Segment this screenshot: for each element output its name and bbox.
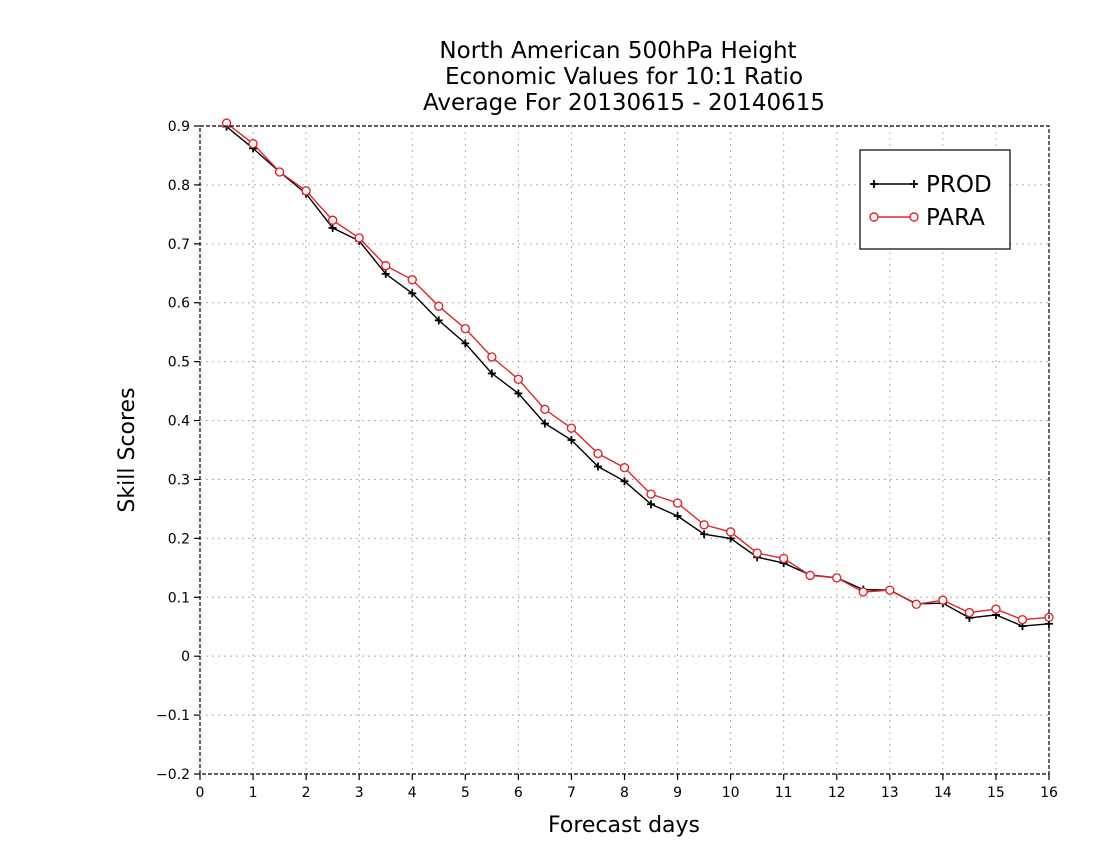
- point-para: [407, 275, 417, 285]
- x-tick-label: 11: [775, 785, 793, 801]
- legend-marker-prod: [870, 180, 878, 188]
- point-prod: [434, 316, 443, 325]
- x-axis-label: Forecast days: [548, 813, 700, 838]
- point-para: [381, 260, 391, 271]
- y-tick-label: 0.7: [168, 237, 190, 253]
- legend-marker-para: [909, 212, 919, 222]
- y-tick-label: −0.1: [156, 708, 190, 724]
- x-tick-labels: 0 1 2 3 4 5 6 7 8 9 10 11 12 13 14 15 16: [196, 785, 1058, 801]
- legend-box: [859, 149, 1011, 250]
- legend-marker-prod: [910, 180, 918, 188]
- point-prod: [328, 223, 337, 232]
- series-para: [221, 118, 1054, 625]
- point-para: [991, 604, 1001, 614]
- point-para: [221, 118, 232, 128]
- point-para: [513, 374, 524, 385]
- legend-item-para: PARA: [869, 205, 985, 231]
- point-prod: [540, 419, 549, 428]
- point-para: [301, 186, 311, 196]
- y-tick-label: 0.8: [168, 178, 190, 194]
- y-tick-label: −0.2: [156, 767, 190, 783]
- point-para: [699, 520, 709, 530]
- point-prod: [408, 289, 417, 298]
- axis-ticks: [194, 125, 1050, 780]
- y-tick-label: 0: [181, 649, 190, 665]
- point-prod: [514, 389, 523, 398]
- point-prod: [461, 339, 470, 348]
- point-para: [593, 448, 603, 459]
- point-para: [672, 498, 683, 508]
- point-para: [964, 607, 975, 618]
- x-tick-label: 8: [620, 785, 629, 801]
- x-tick-label: 10: [722, 785, 740, 801]
- x-tick-label: 12: [828, 785, 846, 801]
- x-tick-label: 9: [673, 785, 682, 801]
- title-line-2: Economic Values for 10:1 Ratio: [445, 64, 803, 90]
- point-para: [778, 553, 789, 564]
- legend-label-para: PARA: [926, 205, 985, 231]
- legend-item-prod: PROD: [870, 172, 992, 198]
- point-para: [460, 323, 471, 334]
- y-tick-label: 0.5: [168, 355, 190, 371]
- point-prod: [647, 500, 656, 509]
- point-para: [566, 423, 577, 433]
- y-tick-label: 0.9: [168, 119, 190, 135]
- point-prod: [673, 511, 682, 520]
- x-tick-label: 2: [302, 785, 311, 801]
- point-para: [354, 233, 364, 243]
- point-para: [487, 352, 497, 362]
- point-para: [619, 462, 630, 473]
- legend-label-prod: PROD: [926, 172, 992, 198]
- series-lines: [221, 118, 1054, 631]
- point-prod: [700, 530, 709, 539]
- point-para: [911, 599, 922, 610]
- point-para: [540, 404, 550, 415]
- point-para: [646, 489, 656, 499]
- chart-title: North American 500hPa Height Economic Va…: [423, 38, 825, 116]
- title-line-3: Average For 20130615 - 20140615: [423, 90, 825, 116]
- point-prod: [593, 462, 602, 471]
- x-tick-label: 5: [461, 785, 470, 801]
- point-para: [327, 215, 338, 225]
- x-tick-label: 4: [408, 785, 417, 801]
- x-tick-label: 16: [1040, 785, 1058, 801]
- y-tick-label: 0.2: [168, 531, 190, 547]
- point-para: [434, 301, 444, 311]
- point-para: [274, 167, 285, 177]
- y-axis-label: Skill Scores: [115, 387, 140, 512]
- y-tick-label: 0.4: [168, 414, 190, 430]
- point-para: [832, 573, 842, 583]
- point-prod: [620, 477, 629, 486]
- point-para: [858, 587, 868, 597]
- point-para: [938, 595, 948, 605]
- point-prod: [567, 435, 576, 444]
- legend: PROD PARA: [859, 149, 1011, 250]
- y-tick-label: 0.1: [168, 590, 190, 606]
- x-tick-label: 1: [249, 785, 258, 801]
- point-para: [805, 570, 815, 581]
- x-tick-label: 3: [355, 785, 364, 801]
- x-tick-label: 7: [567, 785, 576, 801]
- point-para: [725, 527, 736, 537]
- x-tick-label: 15: [987, 785, 1005, 801]
- point-para: [248, 138, 258, 149]
- x-tick-label: 0: [196, 785, 205, 801]
- legend-marker-para: [869, 212, 879, 222]
- x-tick-label: 6: [514, 785, 523, 801]
- y-tick-label: 0.6: [168, 296, 190, 312]
- point-prod: [487, 369, 496, 378]
- x-tick-label: 13: [881, 785, 899, 801]
- y-tick-label: 0.3: [168, 472, 190, 488]
- series-line-para: [226, 122, 1050, 621]
- point-para: [885, 585, 895, 595]
- point-para: [752, 548, 762, 558]
- x-tick-label: 14: [934, 785, 952, 801]
- grid: [200, 126, 1049, 774]
- point-prod: [381, 269, 390, 278]
- point-para: [1017, 614, 1028, 625]
- title-line-1: North American 500hPa Height: [439, 38, 796, 64]
- y-tick-labels: −0.2 −0.1 0 0.1 0.2 0.3 0.4 0.5 0.6 0.7 0.8 0.9: [156, 119, 190, 783]
